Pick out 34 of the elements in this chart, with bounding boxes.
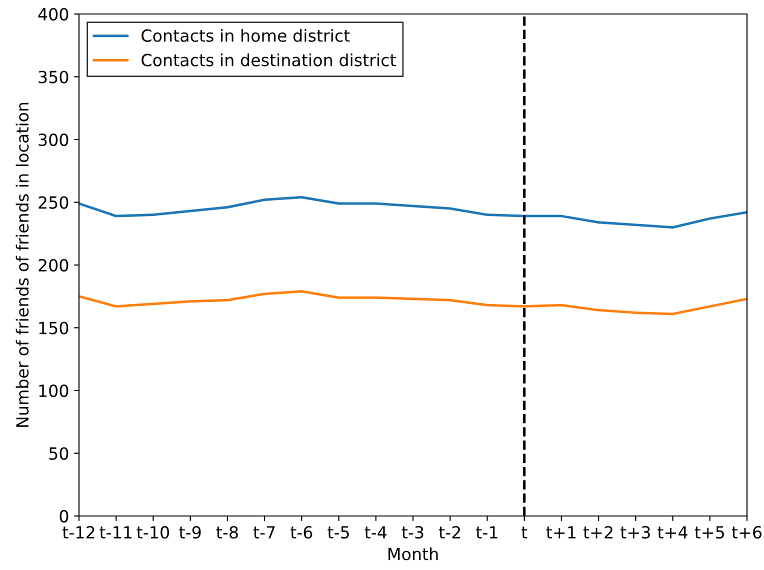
x-tick-label: t+4 [658, 526, 688, 538]
y-axis-title: Number of friends of friends in location [16, 102, 29, 427]
x-tick-label: t [522, 526, 528, 538]
x-tick-label: t-8 [216, 526, 238, 539]
line-series [79, 290, 747, 316]
x-tick-label: t-11 [100, 526, 132, 538]
x-tick-label: t-3 [402, 526, 424, 539]
x-tick-label: t+2 [583, 526, 612, 538]
x-tick-label: t-12 [62, 526, 94, 538]
x-tick-label: t-9 [179, 526, 201, 539]
legend-label: Contacts in home district [142, 29, 350, 42]
x-tick-label: t-4 [364, 526, 387, 538]
y-tick-label: 50 [49, 447, 68, 460]
x-tick-label: t-6 [290, 526, 312, 539]
y-tick-label: 100 [39, 384, 68, 398]
y-tick-label: 300 [38, 133, 68, 146]
x-tick-label: t-7 [253, 526, 275, 538]
x-tick-label: t-2 [438, 526, 460, 538]
y-tick-label: 200 [38, 258, 68, 272]
x-tick-label: t+6 [732, 526, 762, 539]
y-tick-label: 0 [60, 510, 68, 523]
x-tick-label: t+1 [546, 526, 576, 538]
y-tick-label: 150 [39, 322, 68, 334]
x-tick-label: t-5 [328, 526, 349, 539]
y-tick-label: 250 [38, 196, 68, 209]
y-tick-label: 400 [38, 8, 68, 21]
x-tick-label: t+3 [620, 526, 650, 539]
line-series [79, 196, 747, 229]
x-tick-label: t-1 [476, 526, 498, 538]
legend-label: Contacts in destination district [142, 53, 396, 66]
x-tick-label: t-10 [136, 526, 169, 539]
x-tick-label: t+5 [694, 526, 724, 539]
y-tick-label: 350 [38, 70, 68, 84]
x-axis-title: Month [388, 547, 438, 560]
